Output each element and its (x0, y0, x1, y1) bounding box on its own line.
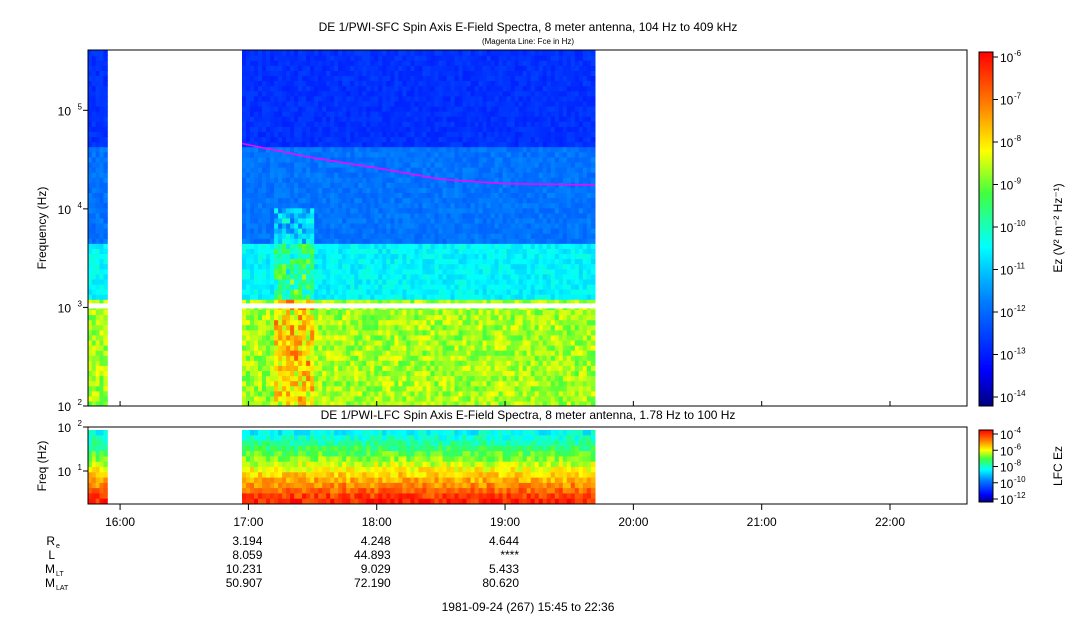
colorbar-tick-exponent: -11 (1014, 262, 1026, 271)
colorbar-tick-label: 10 (1000, 264, 1014, 278)
colorbar-tick-exponent: -6 (1014, 442, 1022, 451)
x-tick-label: 19:00 (490, 515, 520, 529)
x-tick-label: 18:00 (362, 515, 392, 529)
ephemeris-value: 3.194 (232, 534, 262, 548)
top-panel-title: DE 1/PWI-SFC Spin Axis E-Field Spectra, … (319, 20, 738, 34)
ephemeris-value: 5.433 (489, 562, 519, 576)
colorbar-tick-label: 10 (1000, 94, 1014, 108)
y-tick-label: 10 (58, 104, 72, 118)
colorbar-tick-exponent: -12 (1014, 491, 1026, 500)
colorbar-tick-exponent: -6 (1014, 49, 1022, 58)
colorbar-tick-label: 10 (1000, 51, 1014, 65)
x-tick-label: 17:00 (233, 515, 263, 529)
ephemeris-row-label: R (46, 534, 55, 548)
colorbar-tick-exponent: -4 (1014, 426, 1022, 435)
colorbar-tick-label: 10 (1000, 221, 1014, 235)
colorbar-tick-exponent: -10 (1014, 475, 1026, 484)
colorbar-tick-exponent: -7 (1014, 92, 1022, 101)
bottom-y-axis: 10 1 10 2 (58, 419, 88, 479)
colorbar-tick-exponent: -9 (1014, 177, 1022, 186)
top-spectrogram (88, 50, 967, 407)
y-tick-exponent: 1 (78, 463, 83, 472)
ephemeris-value: 80.620 (482, 576, 519, 590)
y-tick-exponent: 2 (78, 398, 83, 407)
colorbar-tick-label: 10 (1000, 306, 1014, 320)
top-colorbar (979, 52, 993, 406)
top-panel-subtitle: (Magenta Line: Fce in Hz) (482, 37, 574, 46)
y-tick-exponent: 2 (78, 419, 83, 428)
ephemeris-row-label: M (45, 562, 55, 576)
bottom-y-axis-label: Freq (Hz) (35, 441, 49, 492)
bottom-panel-title: DE 1/PWI-LFC Spin Axis E-Field Spectra, … (321, 408, 736, 422)
ephemeris-value: 4.644 (489, 534, 519, 548)
ephemeris-row-subscript: e (56, 543, 60, 550)
ephemeris-row-subscript: LAT (56, 585, 69, 592)
y-tick-label: 10 (58, 301, 72, 315)
colorbar-tick-exponent: -8 (1014, 459, 1022, 468)
colorbar-tick-label: 10 (1000, 444, 1014, 458)
y-tick-label: 10 (58, 400, 72, 414)
colorbar-tick-exponent: -10 (1014, 219, 1026, 228)
ephemeris-value: 4.248 (361, 534, 391, 548)
colorbar-tick-exponent: -8 (1014, 134, 1022, 143)
colorbar-tick-label: 10 (1000, 461, 1014, 475)
y-tick-label: 10 (58, 465, 72, 479)
ephemeris-row-label: M (45, 576, 55, 590)
ephemeris-value: 8.059 (232, 548, 262, 562)
ephemeris-value: 10.231 (226, 562, 263, 576)
colorbar-tick-label: 10 (1000, 391, 1014, 405)
y-tick-exponent: 3 (78, 299, 83, 308)
colorbar-tick-exponent: -13 (1014, 347, 1026, 356)
y-tick-label: 10 (58, 203, 72, 217)
bottom-spectrogram (88, 430, 596, 505)
colorbar-tick-label: 10 (1000, 477, 1014, 491)
colorbar-tick-label: 10 (1000, 349, 1014, 363)
x-tick-label: 21:00 (747, 515, 777, 529)
footer-date-range: 1981-09-24 (267) 15:45 to 22:36 (442, 600, 615, 614)
y-tick-label: 10 (58, 421, 72, 435)
colorbar-tick-label: 10 (1000, 136, 1014, 150)
colorbar-tick-exponent: -12 (1014, 304, 1026, 313)
colorbar-tick-label: 10 (1000, 428, 1014, 442)
ephemeris-row-label: L (48, 548, 55, 562)
ephemeris-value: 9.029 (361, 562, 391, 576)
y-tick-exponent: 4 (78, 201, 83, 210)
ephemeris-value: 50.907 (226, 576, 263, 590)
colorbar-tick-exponent: -14 (1014, 389, 1026, 398)
ephemeris-value: 72.190 (354, 576, 391, 590)
colorbar-tick-label: 10 (1000, 493, 1014, 507)
top-colorbar-ticks: 10-610-710-810-910-1010-1110-1210-1310-1… (993, 49, 1026, 405)
x-tick-label: 22:00 (875, 515, 905, 529)
top-y-axis-label: Frequency (Hz) (35, 187, 49, 270)
top-y-axis: 10 2 10 3 10 4 10 5 (58, 102, 88, 414)
bottom-colorbar (979, 430, 993, 502)
top-colorbar-label: Ez (V² m⁻² Hz⁻¹) (1051, 183, 1065, 272)
bottom-colorbar-label: LFC Ez (1051, 446, 1065, 486)
ephemeris-value: 44.893 (354, 548, 391, 562)
ephemeris-row-subscript: LT (56, 571, 64, 578)
colorbar-tick-label: 10 (1000, 179, 1014, 193)
ephemeris-value: **** (500, 548, 519, 562)
x-tick-label: 16:00 (105, 515, 135, 529)
y-tick-exponent: 5 (78, 102, 83, 111)
x-tick-label: 20:00 (618, 515, 648, 529)
